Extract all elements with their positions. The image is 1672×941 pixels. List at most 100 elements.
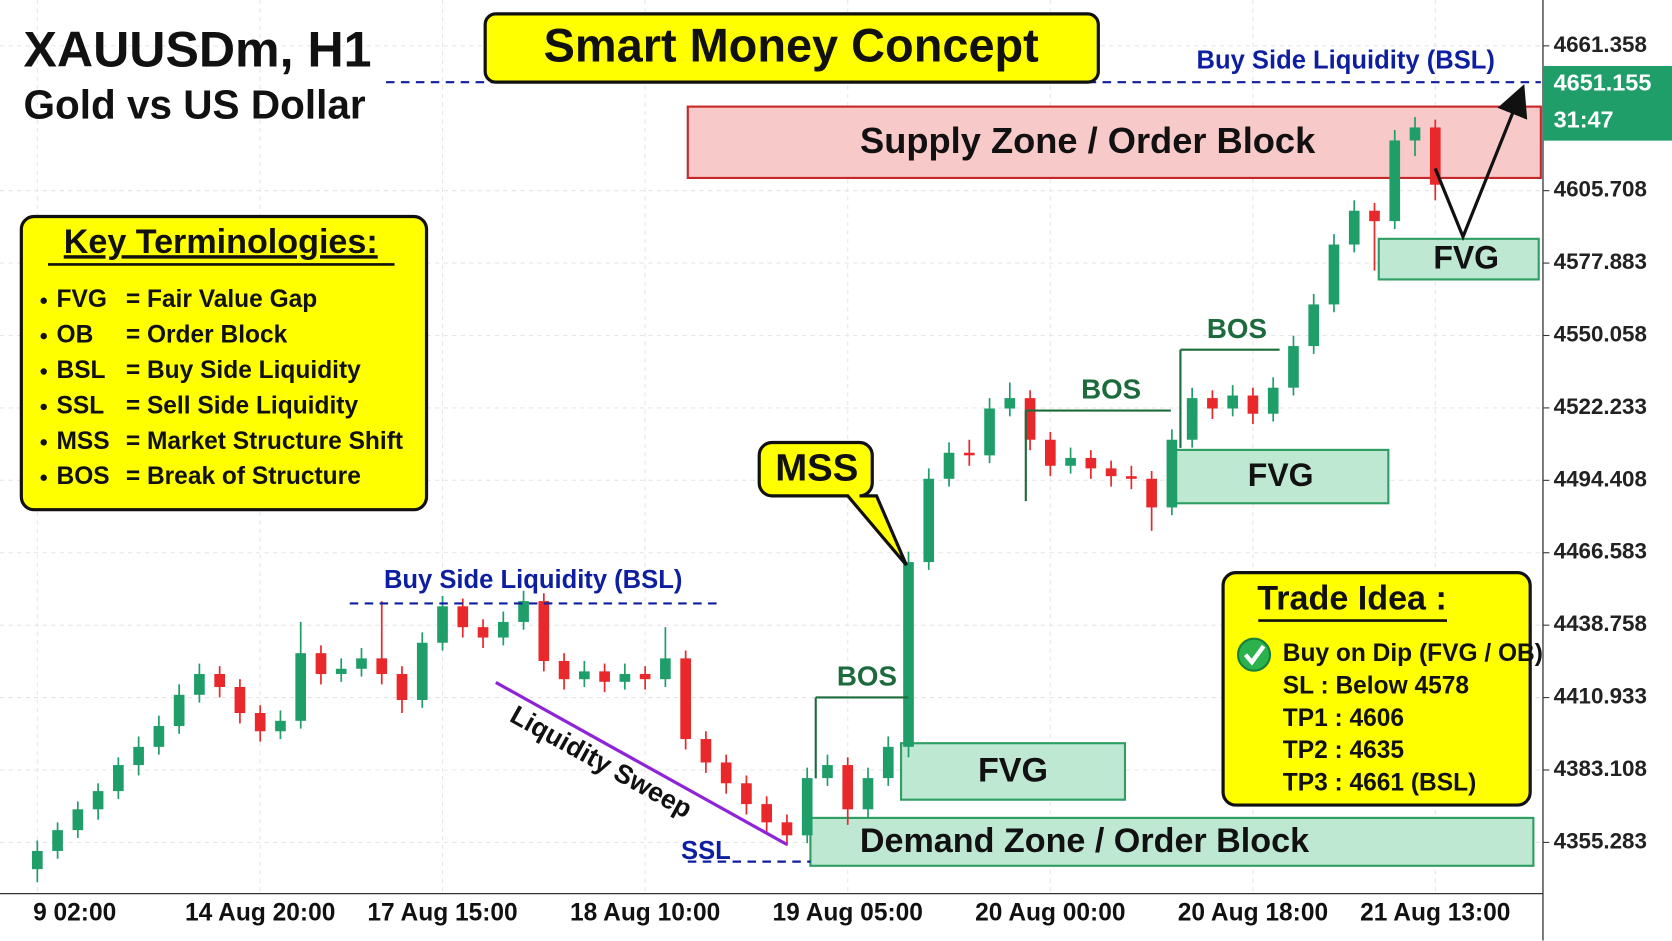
trade-idea-box [1221, 571, 1532, 807]
candle-body [1409, 127, 1421, 141]
candle-body [416, 642, 428, 701]
mss-label: MSS [775, 446, 858, 489]
candle-body [1288, 346, 1299, 388]
candle-body [194, 673, 205, 695]
candle-body [234, 686, 246, 714]
y-tick-label: 4355.283 [1554, 828, 1647, 853]
bullet [40, 297, 47, 304]
bullet [40, 439, 47, 446]
candle-body [315, 653, 327, 674]
term: BOS [57, 463, 110, 490]
candle-body [1126, 476, 1137, 479]
zone-label: FVG [1433, 240, 1499, 276]
candle-body [1308, 304, 1320, 347]
candle-body [963, 452, 975, 456]
level-label: Buy Side Liquidity (BSL) [1196, 47, 1494, 75]
candle-body [1004, 398, 1016, 409]
check-mark [1243, 644, 1266, 666]
candle-body [943, 452, 955, 479]
candle-body [173, 694, 185, 727]
candle-body [275, 720, 286, 732]
zone [899, 742, 1127, 801]
chart-subtitle: Gold vs US Dollar [23, 81, 365, 127]
definition: = Market Structure Shift [126, 428, 403, 455]
level-label: BOS [837, 661, 897, 692]
candle-body [1348, 210, 1360, 245]
term: MSS [57, 428, 110, 455]
key-terms-title: Key Terminologies: [64, 223, 378, 261]
bullet [40, 403, 47, 411]
candle-body [1328, 244, 1340, 305]
candle-body [984, 408, 995, 456]
mss-callout-box [757, 440, 908, 567]
candle-body [214, 673, 225, 687]
candle-body [1105, 468, 1117, 477]
y-tick-label: 4577.883 [1554, 249, 1647, 274]
trade-line: Buy on Dip (FVG / OB) [1283, 640, 1543, 667]
candle-body [92, 791, 104, 810]
candle-body [1166, 439, 1178, 508]
zone-label: FVG [978, 752, 1048, 790]
banner: Smart Money Concept [544, 19, 1040, 71]
candle-body [882, 746, 894, 779]
candle-body [518, 601, 529, 622]
level-label: BOS [1081, 374, 1141, 405]
zone [1377, 237, 1540, 281]
x-tick-label: 19 Aug 05:00 [773, 899, 923, 926]
zone-label: Demand Zone / Order Block [860, 822, 1309, 860]
trade-idea-lines: Buy on Dip (FVG / OB) SL : Below 4578 TP1 … [1283, 640, 1543, 796]
candle-body [599, 671, 610, 682]
trade-line: TP2 : 4635 [1283, 737, 1404, 764]
definition: = Sell Side Liquidity [126, 392, 359, 419]
trade-line: TP3 : 4661 (BSL) [1283, 769, 1476, 796]
definition: = Buy Side Liquidity [126, 357, 361, 384]
x-tick-label: 17 Aug 15:00 [367, 899, 517, 926]
candle-body [437, 606, 448, 643]
term: BSL [57, 357, 106, 384]
definition: = Break of Structure [126, 463, 361, 490]
candle-body [31, 850, 43, 870]
last-price: 4651.155 [1554, 69, 1652, 95]
candle-body [356, 658, 367, 669]
candle-body [1146, 478, 1157, 508]
definition: = Fair Value Gap [126, 286, 317, 313]
candle-body [295, 653, 307, 721]
y-tick-label: 4605.708 [1554, 177, 1647, 202]
trade-line: TP1 : 4606 [1283, 705, 1404, 732]
candles [31, 117, 1441, 883]
y-tick-label: 4494.408 [1554, 466, 1647, 491]
y-tick-label: 4661.358 [1554, 32, 1647, 57]
candle-body [660, 658, 671, 680]
candle-body [1389, 140, 1401, 222]
candle-body [761, 804, 773, 823]
candle-body [1369, 210, 1380, 222]
bullet [40, 332, 47, 340]
candle-body [538, 601, 550, 661]
x-tick-label: 14 Aug 20:00 [185, 899, 335, 926]
y-tick-label: 4410.933 [1554, 683, 1647, 708]
candle-body [133, 746, 144, 766]
x-tick-label: 9 02:00 [33, 899, 116, 926]
chart-title: XAUUSDm, H1 [23, 22, 371, 78]
candle-body [1085, 457, 1097, 469]
definition: = Order Block [126, 322, 288, 349]
candle-body [1227, 395, 1239, 409]
candle-body [741, 783, 752, 805]
zone-label: FVG [1248, 457, 1314, 493]
x-tick-label: 20 Aug 18:00 [1178, 899, 1328, 926]
countdown: 31:47 [1554, 107, 1614, 133]
candle-body [1024, 398, 1036, 440]
candle-body [1429, 127, 1441, 185]
candle-body [1044, 439, 1056, 466]
key-terms-box [19, 214, 429, 512]
key-terms-list: FVG = Fair Value Gap OB = Order Block BSL = B… [40, 286, 403, 490]
bullet [40, 474, 47, 481]
y-tick-label: 4522.233 [1554, 394, 1647, 419]
price-tag: 4651.155 31:47 [1542, 65, 1672, 141]
candle-body [801, 778, 813, 836]
candle-body [1065, 457, 1076, 466]
x-tick-label: 21 Aug 13:00 [1360, 899, 1510, 926]
level-label: Buy Side Liquidity (BSL) [384, 566, 682, 594]
